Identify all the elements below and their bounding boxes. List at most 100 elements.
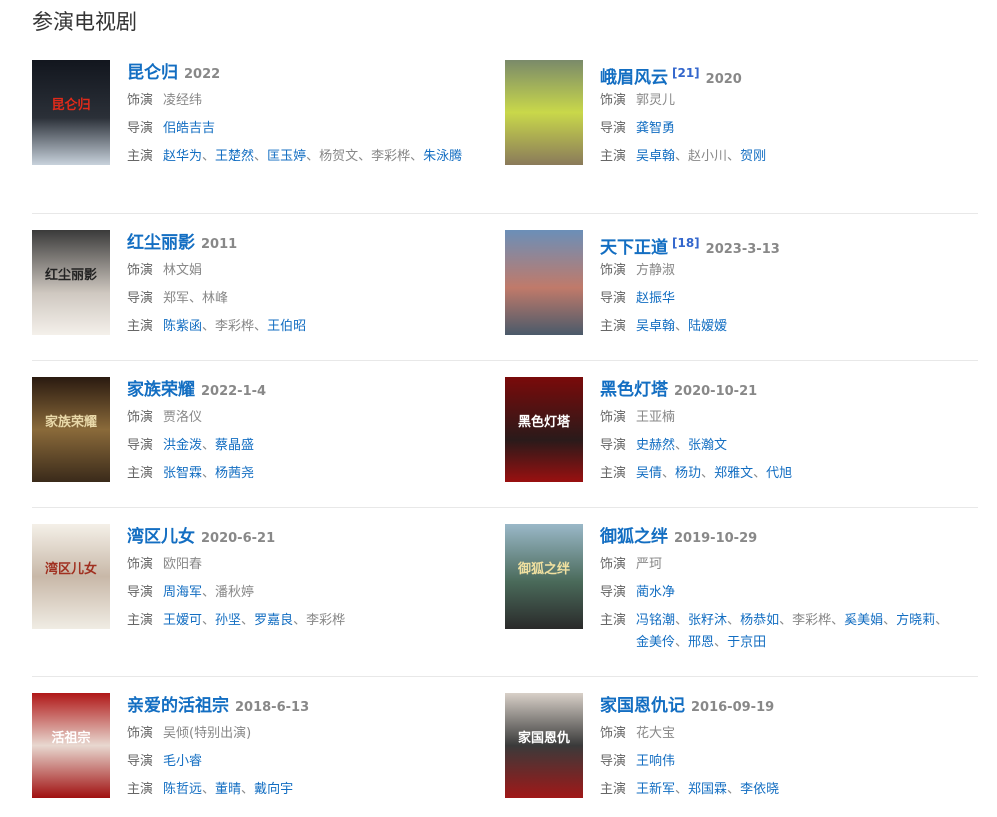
drama-item: 御狐之绊 御狐之绊 2019-10-29 饰演 严珂 导演 蔺水净 主演 冯铭潮、张籽沐、杨恭如… (505, 524, 978, 676)
drama-item: 家国恩仇 家国恩仇记 2016-09-19 饰演 花大宝 导演 王响伟 主演 王新军、郑国霖、李… (505, 693, 978, 817)
person-link[interactable]: 张智霖 (163, 466, 203, 481)
person-link[interactable]: 赵华为 (163, 149, 203, 164)
person-link[interactable]: 孙坚 (215, 613, 242, 628)
drama-title-link[interactable]: 家国恩仇记 (600, 696, 685, 716)
drama-poster[interactable] (505, 230, 583, 335)
label-director: 导演 (600, 121, 627, 136)
label-director: 导演 (600, 438, 627, 453)
drama-title-link[interactable]: 红尘丽影 (127, 233, 195, 253)
drama-poster[interactable] (505, 60, 583, 165)
drama-title-link[interactable]: 御狐之绊 (600, 527, 668, 547)
field-cast: 主演 张智霖、杨茜尧 (127, 463, 483, 485)
field-cast: 主演 王新军、郑国霖、李依晓 (600, 779, 956, 801)
person-link[interactable]: 王伯昭 (267, 319, 307, 334)
drama-title-link[interactable]: 湾区儿女 (127, 527, 195, 547)
person-link[interactable]: 陈哲远 (163, 782, 203, 797)
person-link[interactable]: 金美伶 (636, 635, 676, 650)
person-name: 郑军 (163, 291, 190, 306)
person-link[interactable]: 冯铭潮 (636, 613, 676, 628)
person-link[interactable]: 代旭 (766, 466, 793, 481)
drama-title-link[interactable]: 黑色灯塔 (600, 380, 668, 400)
person-link[interactable]: 王楚然 (215, 149, 255, 164)
drama-poster[interactable]: 家族荣耀 (32, 377, 110, 482)
person-link[interactable]: 张瀚文 (688, 438, 728, 453)
separator: 、 (935, 613, 949, 628)
person-link[interactable]: 郑国霖 (688, 782, 728, 797)
person-name: 杨贺文 (319, 149, 359, 164)
person-link[interactable]: 张籽沐 (688, 613, 728, 628)
label-cast: 主演 (127, 613, 154, 628)
person-link[interactable]: 王响伟 (636, 754, 676, 769)
drama-date: 2023-3-13 (705, 242, 780, 257)
person-name: 林峰 (202, 291, 229, 306)
person-link[interactable]: 吴卓翰 (636, 319, 676, 334)
person-link[interactable]: 陈紫函 (163, 319, 203, 334)
drama-item: 峨眉风云 [21] 2020 饰演 郭灵儿 导演 龚智勇 主演 吴卓翰、赵小川、贺刚 (505, 60, 978, 213)
person-link[interactable]: 吴卓翰 (636, 149, 676, 164)
person-link[interactable]: 杨玏 (675, 466, 702, 481)
drama-poster[interactable]: 昆仑归 (32, 60, 110, 165)
field-director: 导演 洪金泼、蔡晶盛 (127, 435, 483, 457)
citation-link[interactable]: [21] (672, 66, 700, 80)
person-link[interactable]: 匡玉婷 (267, 149, 307, 164)
drama-title-link[interactable]: 昆仑归 (127, 63, 178, 83)
title-line: 御狐之绊 2019-10-29 (600, 526, 956, 548)
drama-poster[interactable]: 御狐之绊 (505, 524, 583, 629)
person-link[interactable]: 吴倩 (636, 466, 663, 481)
person-name: 潘秋婷 (215, 585, 255, 600)
person-link[interactable]: 王新军 (636, 782, 676, 797)
person-link[interactable]: 陆嫒嫒 (688, 319, 728, 334)
person-link[interactable]: 李依晓 (740, 782, 780, 797)
label-role: 饰演 (127, 557, 154, 572)
person-link[interactable]: 朱泳腾 (423, 149, 463, 164)
person-link[interactable]: 邢恩 (688, 635, 715, 650)
separator: 、 (358, 149, 372, 164)
label-cast: 主演 (600, 782, 627, 797)
cast-values: 王嫒可、孙坚、罗嘉良、李彩桦 (163, 610, 483, 632)
person-link[interactable]: 赵振华 (636, 291, 676, 306)
field-role: 饰演 欧阳春 (127, 554, 483, 576)
drama-poster[interactable]: 红尘丽影 (32, 230, 110, 335)
person-link[interactable]: 毛小睿 (163, 754, 203, 769)
role-values: 严珂 (636, 554, 956, 576)
label-director: 导演 (600, 585, 627, 600)
person-link[interactable]: 洪金泼 (163, 438, 203, 453)
person-name: 欧阳春 (163, 557, 203, 572)
person-link[interactable]: 周海军 (163, 585, 203, 600)
separator: 、 (293, 613, 307, 628)
person-link[interactable]: 奚美娟 (844, 613, 884, 628)
drama-poster[interactable]: 活祖宗 (32, 693, 110, 798)
person-link[interactable]: 王嫒可 (163, 613, 203, 628)
person-link[interactable]: 罗嘉良 (254, 613, 294, 628)
drama-poster[interactable]: 黑色灯塔 (505, 377, 583, 482)
drama-title-link[interactable]: 天下正道 (600, 238, 668, 258)
person-name: 吴倾(特别出演) (163, 726, 252, 741)
title-line: 红尘丽影 2011 (127, 232, 483, 254)
person-link[interactable]: 于京田 (727, 635, 767, 650)
person-link[interactable]: 杨恭如 (740, 613, 780, 628)
person-link[interactable]: 杨茜尧 (215, 466, 255, 481)
drama-date: 2016-09-19 (691, 700, 775, 715)
field-cast: 主演 赵华为、王楚然、匡玉婷、杨贺文、李彩桦、朱泳腾 (127, 146, 483, 168)
person-link[interactable]: 佀皓吉吉 (163, 121, 216, 136)
person-link[interactable]: 史赫然 (636, 438, 676, 453)
person-link[interactable]: 龚智勇 (636, 121, 676, 136)
person-link[interactable]: 郑雅文 (714, 466, 754, 481)
drama-title-link[interactable]: 家族荣耀 (127, 380, 195, 400)
citation-link[interactable]: [18] (672, 236, 700, 250)
drama-poster[interactable]: 家国恩仇 (505, 693, 583, 798)
person-link[interactable]: 方晓莉 (896, 613, 936, 628)
person-link[interactable]: 戴向宇 (254, 782, 294, 797)
drama-poster[interactable]: 湾区儿女 (32, 524, 110, 629)
drama-title-link[interactable]: 峨眉风云 (600, 68, 668, 88)
separator: 、 (202, 782, 216, 797)
drama-title-link[interactable]: 亲爱的活祖宗 (127, 696, 229, 716)
person-link[interactable]: 蔺水净 (636, 585, 676, 600)
separator: 、 (727, 613, 741, 628)
person-link[interactable]: 董晴 (215, 782, 242, 797)
person-link[interactable]: 贺刚 (740, 149, 767, 164)
cast-values: 陈紫函、李彩桦、王伯昭 (163, 316, 483, 338)
title-line: 峨眉风云 [21] 2020 (600, 62, 956, 88)
person-name: 凌经纬 (163, 93, 203, 108)
person-link[interactable]: 蔡晶盛 (215, 438, 255, 453)
